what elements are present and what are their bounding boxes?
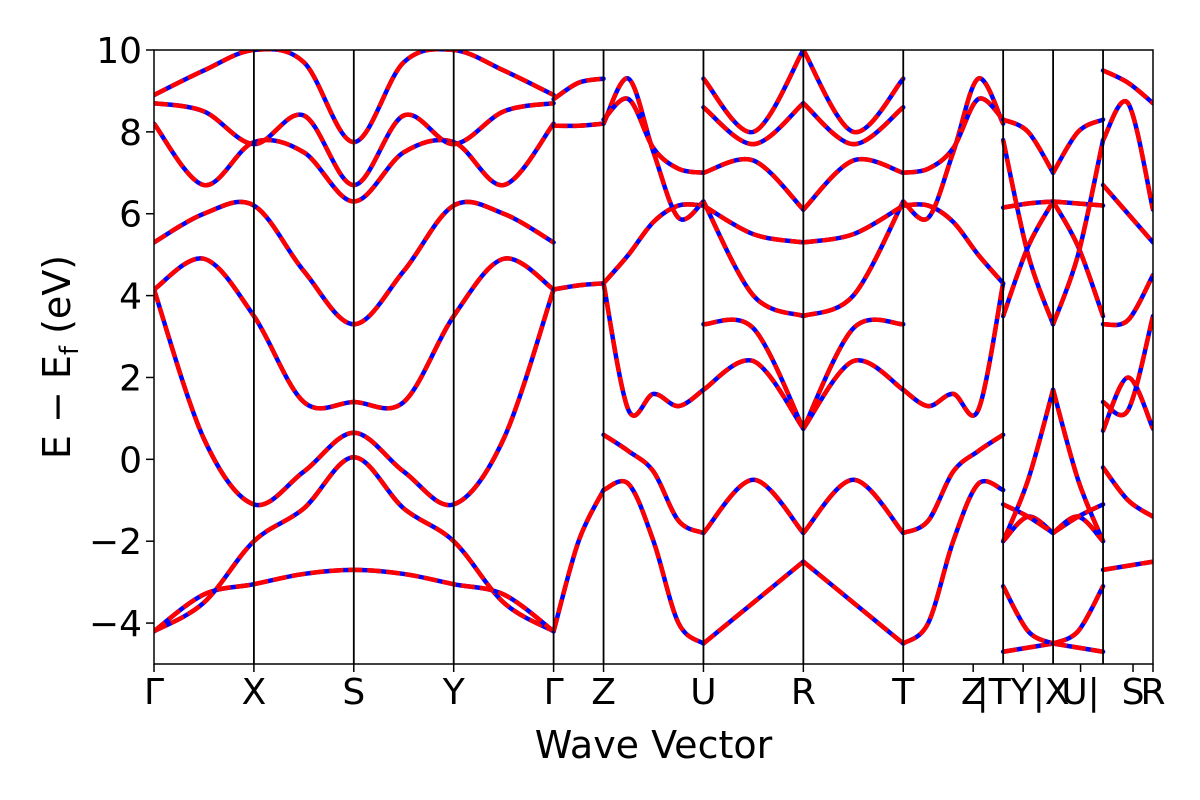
y-axis-title-main: E − E (35, 355, 79, 459)
band-line-red-8-1 (1101, 466, 1153, 519)
band-line-red-6-3 (1002, 502, 1055, 535)
band-line-red-3-6 (702, 156, 805, 212)
band-line-red-1-0 (551, 489, 606, 632)
y-tick-label: 2 (119, 358, 142, 399)
band-line-red-2-1 (602, 432, 705, 536)
band-line-red-4-0 (801, 559, 905, 646)
band-line-red-1-1 (553, 281, 604, 292)
x-axis: Γ X S Y Γ Z U R T Z|TY|XU| SR (144, 664, 1166, 713)
band-line-red-5-5 (902, 96, 1005, 176)
x-tick-label: S (342, 672, 365, 713)
band-line-red-7-1 (1052, 585, 1106, 646)
band-line-red-3-3 (703, 317, 806, 430)
band-line-red-5-0 (901, 478, 1005, 646)
y-tick-label: 8 (119, 113, 142, 154)
band-line-red-8-2 (1100, 375, 1153, 432)
x-tick-label: Γ (544, 672, 564, 713)
band-line-red-5-4 (901, 76, 1006, 222)
band-line-red-4-2 (801, 357, 905, 430)
band-line-blue-7-7 (1050, 137, 1106, 327)
band-line-red-6-1 (1001, 585, 1055, 646)
band-line-red-8-7 (1102, 68, 1153, 105)
band-line-red-4-5 (802, 203, 905, 245)
band-line-red-4-3 (801, 317, 904, 430)
band-line-red-4-6 (801, 156, 904, 212)
band-line-red-7-8 (1051, 117, 1105, 174)
x-tick-label: X (242, 672, 267, 713)
y-axis: −4 −2 0 2 4 6 8 10 (89, 31, 154, 645)
y-axis-title-subscript: f (55, 345, 85, 355)
band-line-red-8-4 (1102, 274, 1153, 328)
band-line-red-8-6 (1101, 98, 1153, 211)
x-tick-label: R (791, 672, 816, 713)
band-line-red-3-4 (701, 200, 805, 319)
y-tick-label: 0 (119, 440, 142, 481)
band-line-red-3-7 (702, 101, 805, 147)
band-line-red-8-3 (1101, 315, 1153, 418)
y-tick-label: 4 (119, 277, 142, 318)
band-line-red-6-8 (1002, 117, 1056, 174)
band-line-red-4-1 (801, 477, 905, 535)
kpoint-divider-lines (252, 50, 1104, 664)
band-line-red-2-3 (601, 202, 704, 285)
x-tick-label: Z (591, 672, 616, 713)
band-line-red-6-7 (1000, 139, 1056, 326)
band-line-red-2-5 (601, 96, 704, 176)
band-line-red-7-4 (1050, 389, 1106, 543)
band-line-red-7-6 (1052, 199, 1104, 208)
x-tick-label: S (1122, 672, 1145, 713)
band-line-red-8-5 (1101, 183, 1153, 244)
x-tick-label: Z (961, 672, 986, 713)
band-line-red-4-8 (801, 50, 905, 135)
x-tick-label: Y (442, 672, 466, 713)
band-line-red-7-3 (1051, 502, 1105, 535)
y-tick-label: 6 (119, 195, 142, 236)
band-line-red-4-4 (802, 200, 906, 319)
band-line-red-6-4 (1001, 389, 1056, 543)
y-tick-label: −2 (89, 522, 142, 563)
band-line-red-5-1 (902, 432, 1005, 536)
band-line-red-5-3 (903, 202, 1005, 285)
band-line-red-4-7 (801, 101, 905, 147)
band-line-red-3-1 (701, 477, 806, 535)
band-line-red-3-2 (702, 357, 806, 430)
band-line-red-1-3 (552, 76, 604, 102)
band-line-red-3-8 (701, 50, 806, 135)
band-line-red-5-2 (901, 282, 1006, 418)
y-tick-label: −4 (89, 604, 142, 645)
x-tick-label: |TY|X (977, 672, 1070, 713)
x-tick-label: T (891, 672, 915, 713)
x-tick-label: U| (1061, 672, 1099, 713)
band-line-red-3-5 (702, 203, 804, 245)
band-line-red-6-0 (1002, 641, 1054, 654)
x-axis-title: Wave Vector (535, 723, 773, 767)
band-line-red-7-0 (1052, 641, 1104, 654)
band-line-red-2-2 (601, 282, 705, 418)
band-line-red-2-0 (602, 478, 705, 646)
x-tick-label: R (1140, 672, 1165, 713)
band-line-red-1-2 (553, 121, 604, 129)
band-line-red-8-0 (1102, 559, 1153, 573)
y-axis-title-unit: (eV) (35, 255, 79, 346)
y-tick-label: 10 (96, 31, 142, 72)
band-line-red-3-0 (702, 559, 805, 646)
x-tick-label: U (690, 672, 716, 713)
y-axis-title: E − Ef (eV) (35, 255, 85, 459)
x-tick-label: Γ (144, 672, 164, 713)
band-line-red-2-4 (601, 76, 705, 222)
plot-frame (153, 49, 1154, 665)
band-line-red-6-6 (1002, 199, 1054, 210)
